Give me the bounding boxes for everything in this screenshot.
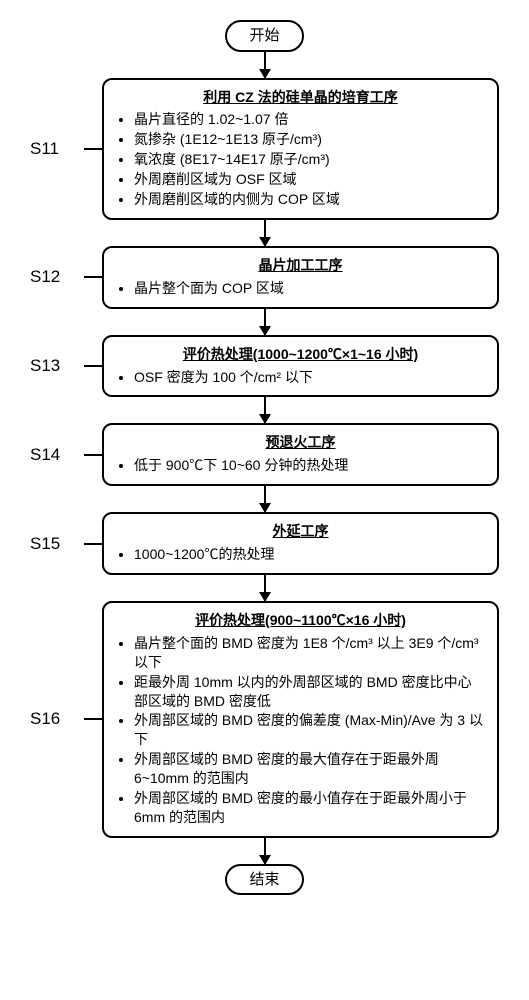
process-bullet: 晶片整个面为 COP 区域 [134, 279, 485, 298]
process-box: 评价热处理(1000~1200℃×1~16 小时) OSF 密度为 100 个/c… [102, 335, 499, 398]
flow-arrow [264, 309, 266, 335]
step-connector [84, 454, 102, 456]
process-bullet: 外周磨削区域的内侧为 COP 区域 [134, 190, 485, 209]
step-connector [84, 718, 102, 720]
process-box: 晶片加工工序晶片整个面为 COP 区域 [102, 246, 499, 309]
step-row: S15 外延工序 1000~1200℃的热处理 [30, 512, 499, 575]
process-title: 晶片加工工序 [116, 256, 485, 275]
process-bullet: 晶片整个面的 BMD 密度为 1E8 个/cm³ 以上 3E9 个/cm³ 以下 [134, 634, 485, 672]
process-box: 利用 CZ 法的硅单晶的培育工序晶片直径的 1.02~1.07 倍氮掺杂 (1E… [102, 78, 499, 220]
process-bullet: 1000~1200℃的热处理 [134, 545, 485, 564]
process-bullet: 外周部区域的 BMD 密度的偏差度 (Max-Min)/Ave 为 3 以下 [134, 711, 485, 749]
process-box: 外延工序 1000~1200℃的热处理 [102, 512, 499, 575]
process-bullets: 晶片整个面为 COP 区域 [116, 279, 485, 298]
step-id-label: S11 [30, 139, 84, 159]
process-bullet: 晶片直径的 1.02~1.07 倍 [134, 110, 485, 129]
process-bullet: 氧浓度 (8E17~14E17 原子/cm³) [134, 150, 485, 169]
step-row: S11 利用 CZ 法的硅单晶的培育工序晶片直径的 1.02~1.07 倍氮掺杂 … [30, 78, 499, 220]
process-title: 利用 CZ 法的硅单晶的培育工序 [116, 88, 485, 107]
start-terminator: 开始 [225, 20, 303, 52]
flow-arrow [264, 397, 266, 423]
process-bullet: 低于 900℃下 10~60 分钟的热处理 [134, 456, 485, 475]
step-connector [84, 365, 102, 367]
process-bullets: OSF 密度为 100 个/cm² 以下 [116, 368, 485, 387]
step-row: S13 评价热处理(1000~1200℃×1~16 小时) OSF 密度为 100 … [30, 335, 499, 398]
process-bullet: 氮掺杂 (1E12~1E13 原子/cm³) [134, 130, 485, 149]
step-row: S12 晶片加工工序晶片整个面为 COP 区域 [30, 246, 499, 309]
process-bullet: OSF 密度为 100 个/cm² 以下 [134, 368, 485, 387]
step-row: S16 评价热处理(900~1100℃×16 小时) 晶片整个面的 BMD 密度为 … [30, 601, 499, 838]
process-box: 预退火工序低于 900℃下 10~60 分钟的热处理 [102, 423, 499, 486]
step-connector [84, 543, 102, 545]
step-id-label: S15 [30, 534, 84, 554]
step-connector [84, 148, 102, 150]
step-id-label: S14 [30, 445, 84, 465]
process-bullets: 晶片整个面的 BMD 密度为 1E8 个/cm³ 以上 3E9 个/cm³ 以下… [116, 634, 485, 827]
process-bullets: 晶片直径的 1.02~1.07 倍氮掺杂 (1E12~1E13 原子/cm³)氧… [116, 110, 485, 208]
step-connector [84, 276, 102, 278]
flowchart-root: 开始 S11 利用 CZ 法的硅单晶的培育工序晶片直径的 1.02~1.07 倍氮掺… [30, 20, 499, 895]
process-bullet: 外周部区域的 BMD 密度的最小值存在于距最外周小于 6mm 的范围内 [134, 789, 485, 827]
flow-arrow [264, 52, 266, 78]
process-bullet: 外周磨削区域为 OSF 区域 [134, 170, 485, 189]
flow-arrow [264, 486, 266, 512]
process-title: 预退火工序 [116, 433, 485, 452]
process-bullets: 1000~1200℃的热处理 [116, 545, 485, 564]
step-id-label: S12 [30, 267, 84, 287]
process-bullets: 低于 900℃下 10~60 分钟的热处理 [116, 456, 485, 475]
flow-arrow [264, 575, 266, 601]
process-title: 评价热处理(1000~1200℃×1~16 小时) [116, 345, 485, 364]
process-title: 评价热处理(900~1100℃×16 小时) [116, 611, 485, 630]
step-id-label: S16 [30, 709, 84, 729]
step-id-label: S13 [30, 356, 84, 376]
end-terminator: 结束 [225, 864, 303, 896]
step-row: S14 预退火工序低于 900℃下 10~60 分钟的热处理 [30, 423, 499, 486]
process-bullet: 外周部区域的 BMD 密度的最大值存在于距最外周 6~10mm 的范围内 [134, 750, 485, 788]
process-bullet: 距最外周 10mm 以内的外周部区域的 BMD 密度比中心部区域的 BMD 密度… [134, 673, 485, 711]
process-title: 外延工序 [116, 522, 485, 541]
process-box: 评价热处理(900~1100℃×16 小时) 晶片整个面的 BMD 密度为 1E8… [102, 601, 499, 838]
flow-arrow [264, 220, 266, 246]
flow-arrow [264, 838, 266, 864]
